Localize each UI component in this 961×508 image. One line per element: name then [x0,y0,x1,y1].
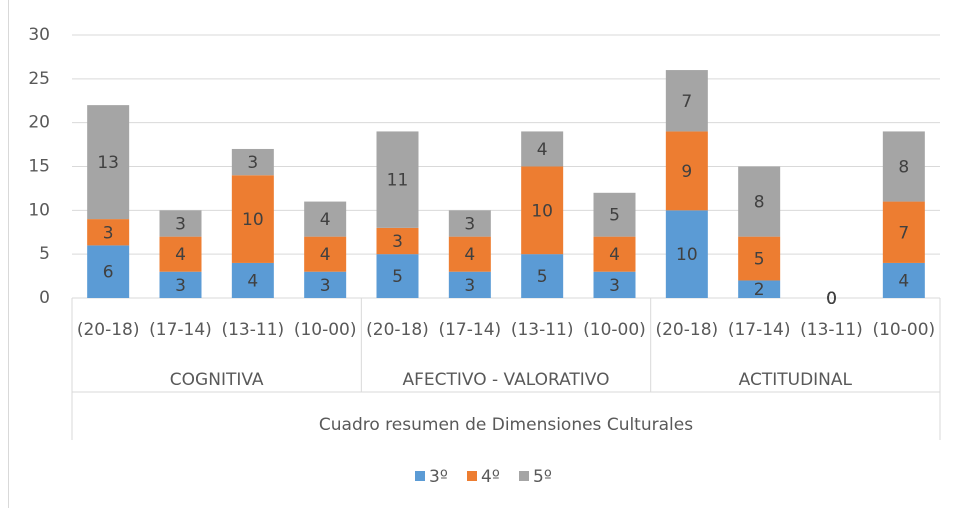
bar-segment [231,175,274,263]
legend-label: 4º [481,467,500,487]
bar-segment [665,70,708,132]
bar-segment [738,280,781,298]
bar-segment [448,271,491,298]
data-label: 5 [754,250,765,270]
bar-segment [376,227,419,255]
legend-swatch [467,471,477,481]
bar-segment [304,271,347,298]
y-tick-label: 25 [28,69,50,89]
bar-segment [593,236,636,272]
y-tick-label: 0 [39,288,50,308]
bar-segment [593,192,636,237]
x-tick-label: (17-14) [438,320,501,340]
x-tick-label: (17-14) [728,320,791,340]
x-tick-label: (20-18) [655,320,718,340]
bar-segment [521,131,564,167]
legend-label: 5º [533,467,552,487]
data-label: 5 [537,267,548,287]
data-label: 4 [320,245,331,265]
data-label: 0 [826,289,837,309]
bar-segment [521,254,564,298]
data-label: 3 [103,223,114,243]
x-tick-label: (17-14) [149,320,212,340]
data-label: 7 [898,223,909,243]
group-label: AFECTIVO - VALORATIVO [402,370,609,390]
data-label: 10 [676,245,698,265]
data-label: 4 [175,245,186,265]
data-label: 4 [320,210,331,230]
data-label: 4 [247,271,258,291]
data-label: 9 [681,162,692,182]
data-label: 0 [826,289,837,309]
x-tick-label: (10-00) [583,320,646,340]
bar-segment [448,210,491,237]
bar-segment [882,131,925,202]
bar-segment [231,148,274,176]
legend-swatch [415,471,425,481]
data-label: 10 [242,210,264,230]
bar-segment [87,105,130,220]
data-label: 2 [754,280,765,300]
bar-segment [159,210,202,237]
bar-segment [304,236,347,272]
data-label: 3 [392,232,403,252]
bar-segment [738,166,781,237]
data-label: 4 [464,245,475,265]
bar-segment [159,236,202,272]
data-label: 5 [609,206,620,226]
bar-segment [882,262,925,298]
bar-segment [738,236,781,281]
data-label: 11 [387,171,409,191]
data-label: 4 [537,140,548,160]
y-tick-label: 10 [28,200,50,220]
bar-segment [521,166,564,255]
bar-segment [304,201,347,237]
data-label: 5 [392,267,403,287]
data-label: 3 [609,276,620,296]
y-tick-label: 30 [28,25,50,45]
x-tick-label: (20-18) [366,320,429,340]
bar-segment [593,271,636,298]
x-tick-label: (13-11) [800,320,863,340]
data-label: 3 [464,276,475,296]
bar-segment [376,131,419,228]
y-tick-label: 20 [28,113,50,133]
bar-segment [376,254,419,298]
bar-segment [159,271,202,298]
data-label: 6 [103,263,114,283]
bar-segment [87,219,130,246]
data-label: 4 [898,271,909,291]
data-label: 3 [464,214,475,234]
bar-segment [231,262,274,298]
bar-segment [665,131,708,211]
data-label: 7 [681,92,692,112]
data-label: 3 [247,153,258,173]
bar-segment [882,201,925,263]
x-tick-label: (13-11) [221,320,284,340]
group-label: ACTITUDINAL [739,370,853,390]
data-label: 13 [97,153,119,173]
data-label: 10 [531,201,553,221]
y-tick-label: 15 [28,157,50,177]
data-label: 3 [320,276,331,296]
data-label: 4 [609,245,620,265]
x-tick-label: (10-00) [872,320,935,340]
bar-segment [448,236,491,272]
x-axis-title: Cuadro resumen de Dimensiones Culturales [319,415,693,435]
group-label: COGNITIVA [170,370,264,390]
y-tick-label: 5 [39,244,50,264]
bar-segment [87,245,130,298]
x-tick-label: (13-11) [511,320,574,340]
data-label: 0 [826,289,837,309]
data-label: 8 [898,158,909,178]
data-label: 8 [754,193,765,213]
data-label: 3 [175,214,186,234]
bar-segment [665,210,708,298]
x-tick-label: (20-18) [77,320,140,340]
legend-swatch [519,471,529,481]
x-tick-label: (10-00) [294,320,357,340]
legend-label: 3º [429,467,448,487]
data-label: 3 [175,276,186,296]
